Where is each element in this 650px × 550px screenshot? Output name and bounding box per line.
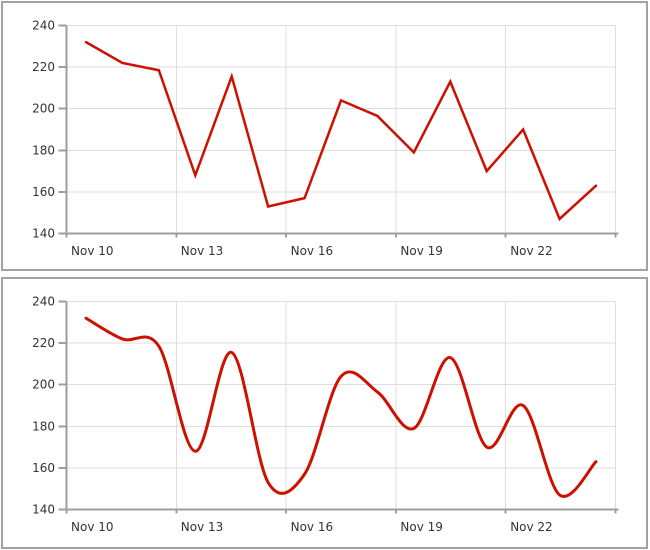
line-chart-smoothed[interactable]: 140 160 180 200 220 240 Nov 10 Nov 13 Nov 16 Nov … bbox=[3, 279, 646, 547]
y-axis-tick-label: 140 bbox=[32, 227, 55, 241]
y-axis-tick-label: 140 bbox=[32, 503, 55, 517]
x-axis-tick-label: Nov 16 bbox=[291, 520, 334, 534]
x-axis-tick-label: Nov 19 bbox=[400, 244, 443, 258]
x-axis-tick-label: Nov 16 bbox=[291, 244, 334, 258]
y-axis-tick-label: 180 bbox=[32, 419, 55, 433]
x-axis-tick-label: Nov 19 bbox=[400, 520, 443, 534]
x-axis-tick-label: Nov 10 bbox=[71, 244, 114, 258]
series-line bbox=[84, 40, 598, 222]
y-axis-tick-label: 180 bbox=[32, 143, 55, 157]
y-axis-tick-label: 160 bbox=[32, 185, 55, 199]
x-axis-tick-label: Nov 13 bbox=[181, 520, 224, 534]
x-axis-tick-label: Nov 13 bbox=[181, 244, 224, 258]
y-axis-tick-label: 160 bbox=[32, 461, 55, 475]
y-axis-tick-label: 220 bbox=[32, 60, 55, 74]
x-axis-tick-label: Nov 22 bbox=[510, 244, 553, 258]
chart-panel-bottom: 140 160 180 200 220 240 Nov 10 Nov 13 Nov 16 Nov … bbox=[1, 277, 648, 549]
x-axis-tick-label: Nov 10 bbox=[71, 520, 114, 534]
y-axis-tick-label: 220 bbox=[32, 336, 55, 350]
y-axis-tick-label: 240 bbox=[32, 295, 55, 309]
line-chart-straight[interactable]: 140 160 180 200 220 240 Nov 10 Nov 13 Nov 16 Nov … bbox=[3, 3, 646, 269]
x-axis-tick-label: Nov 22 bbox=[510, 520, 553, 534]
y-axis-tick-label: 240 bbox=[32, 19, 55, 33]
chart-panel-top: 140 160 180 200 220 240 Nov 10 Nov 13 Nov 16 Nov … bbox=[1, 1, 648, 271]
y-axis-tick-label: 200 bbox=[32, 102, 55, 116]
y-axis-tick-label: 200 bbox=[32, 378, 55, 392]
series-line bbox=[84, 316, 598, 498]
